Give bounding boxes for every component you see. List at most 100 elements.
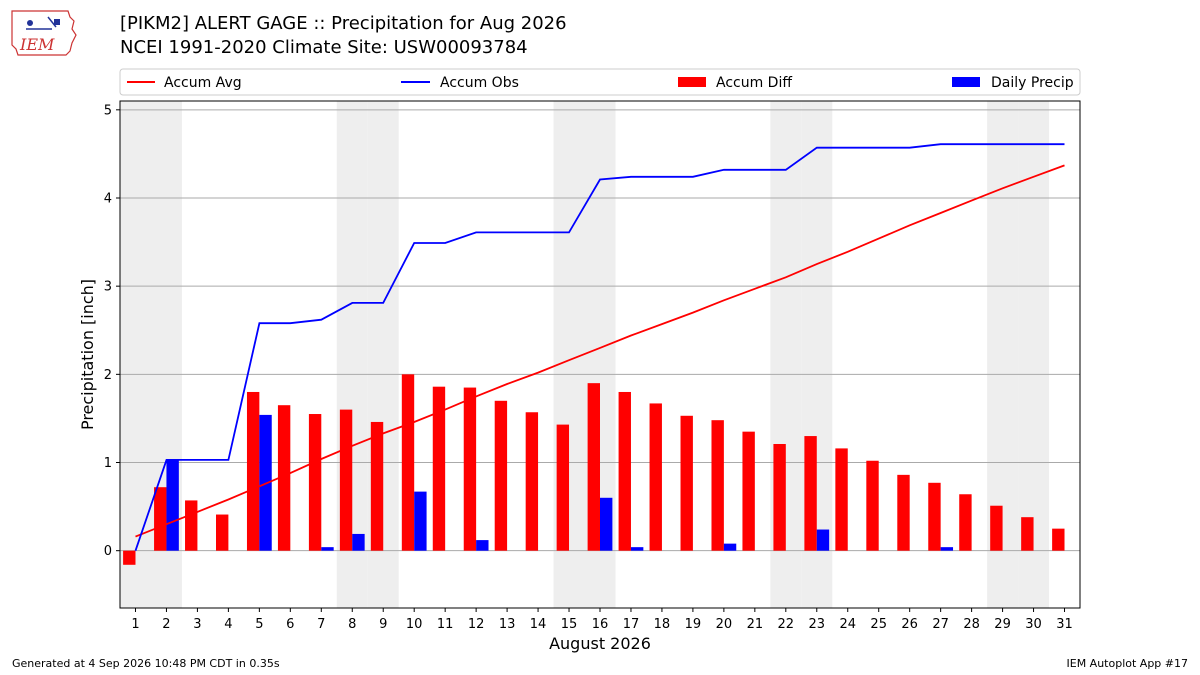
accum-diff-bar (804, 436, 817, 551)
accum-diff-bar (370, 421, 384, 551)
x-tick-label: 26 (901, 617, 918, 632)
x-tick-label: 12 (468, 617, 485, 632)
y-tick-label: 5 (104, 103, 112, 118)
accum-diff-bar (525, 412, 539, 551)
accum-diff-bar (339, 409, 353, 551)
x-tick-label: 9 (379, 617, 387, 632)
accum-diff-bar (216, 514, 229, 551)
x-tick-label: 16 (592, 617, 609, 632)
weekend-shade (336, 101, 368, 608)
weekend-shade (150, 101, 182, 608)
legend-label-daily: Daily Precip (991, 75, 1074, 91)
x-tick-label: 25 (870, 617, 887, 632)
y-tick-label: 4 (104, 191, 112, 206)
x-tick-label: 17 (623, 617, 640, 632)
accum-diff-bar (773, 443, 786, 551)
x-tick-label: 13 (499, 617, 516, 632)
accum-diff-bar (680, 415, 693, 551)
accum-diff-bar (401, 374, 415, 551)
x-tick-label: 19 (685, 617, 702, 632)
weekend-shade (120, 101, 151, 608)
daily-precip-bar (321, 547, 334, 551)
x-tick-label: 2 (162, 617, 170, 632)
daily-precip-bar (414, 491, 427, 551)
accum-diff-bar (928, 482, 941, 551)
accum-diff-bar (185, 500, 198, 551)
accum-obs-line (134, 143, 1065, 551)
logo-text: IEM (19, 35, 55, 54)
x-tick-label: 5 (255, 617, 263, 632)
daily-precip-bar (166, 459, 179, 551)
accum-diff-bar (649, 403, 662, 551)
accum-diff-bar (308, 414, 322, 551)
x-tick-label: 10 (406, 617, 423, 632)
chart-title: [PIKM2] ALERT GAGE :: Precipitation for … (120, 13, 567, 34)
x-tick-label: 18 (654, 617, 671, 632)
x-tick-label: 28 (963, 617, 980, 632)
x-tick-label: 31 (1056, 617, 1073, 632)
accum-diff-bar (835, 448, 848, 551)
x-tick-label: 11 (437, 617, 454, 632)
daily-precip-bar (940, 547, 954, 551)
accum-diff-bar (990, 505, 1003, 551)
x-tick-label: 24 (839, 617, 856, 632)
accum-diff-bar (959, 494, 972, 551)
legend-label-obs: Accum Obs (440, 75, 519, 91)
daily-precip-bar (816, 529, 830, 551)
y-axis-label: Precipitation [inch] (78, 279, 97, 430)
accum-diff-bar (432, 386, 446, 551)
weekend-shade (987, 101, 1019, 608)
x-tick-label: 22 (778, 617, 795, 632)
accum-diff-bar (1021, 517, 1034, 551)
accum-diff-bar (897, 474, 910, 551)
accum-diff-bar (556, 424, 570, 551)
x-tick-label: 29 (994, 617, 1011, 632)
daily-precip-bar (352, 533, 365, 551)
daily-precip-bar (600, 497, 613, 551)
x-tick-label: 20 (716, 617, 733, 632)
legend-label-diff: Accum Diff (716, 75, 792, 91)
iem-iowa-logo-icon: IEM (11, 10, 77, 56)
daily-precip-bar (723, 543, 737, 551)
x-tick-label: 4 (224, 617, 232, 632)
y-tick-label: 3 (104, 280, 112, 295)
accum-diff-bar (154, 487, 167, 551)
weekend-shade (1018, 101, 1050, 608)
x-tick-label: 23 (809, 617, 826, 632)
x-tick-label: 1 (131, 617, 139, 632)
y-tick-label: 2 (104, 368, 112, 383)
x-tick-label: 21 (747, 617, 764, 632)
x-tick-label: 14 (530, 617, 547, 632)
x-axis-label: August 2026 (549, 634, 651, 653)
x-tick-label: 6 (286, 617, 294, 632)
legend-label-avg: Accum Avg (164, 75, 242, 91)
chart-subtitle: NCEI 1991-2020 Climate Site: USW00093784 (120, 37, 528, 58)
daily-precip-bar (630, 547, 644, 551)
daily-precip-bar (259, 414, 272, 551)
accum-diff-bar (618, 391, 631, 551)
accum-avg-line (135, 164, 1065, 538)
x-tick-label: 30 (1025, 617, 1042, 632)
accum-diff-bar (277, 405, 291, 551)
accum-diff-bar (123, 550, 136, 565)
x-tick-label: 15 (561, 617, 578, 632)
x-tick-label: 7 (317, 617, 325, 632)
accum-diff-bar (742, 431, 755, 551)
weekend-shade (770, 101, 802, 608)
x-tick-label: 8 (348, 617, 356, 632)
weekend-shade (367, 101, 399, 608)
accum-diff-bar (866, 460, 879, 551)
accum-diff-bar (1052, 528, 1065, 551)
daily-precip-bar (476, 540, 489, 551)
accum-diff-bar (711, 420, 724, 551)
accum-diff-bar (587, 383, 600, 551)
footer-generated-text: Generated at 4 Sep 2026 10:48 PM CDT in … (12, 657, 280, 670)
weekend-shade (584, 101, 616, 608)
legend-box (119, 68, 1081, 96)
weekend-shade (553, 101, 585, 608)
y-tick-label: 1 (104, 456, 112, 471)
accum-diff-bar (463, 387, 477, 551)
weekend-shade (801, 101, 833, 608)
legend-swatch-diff (678, 77, 706, 87)
